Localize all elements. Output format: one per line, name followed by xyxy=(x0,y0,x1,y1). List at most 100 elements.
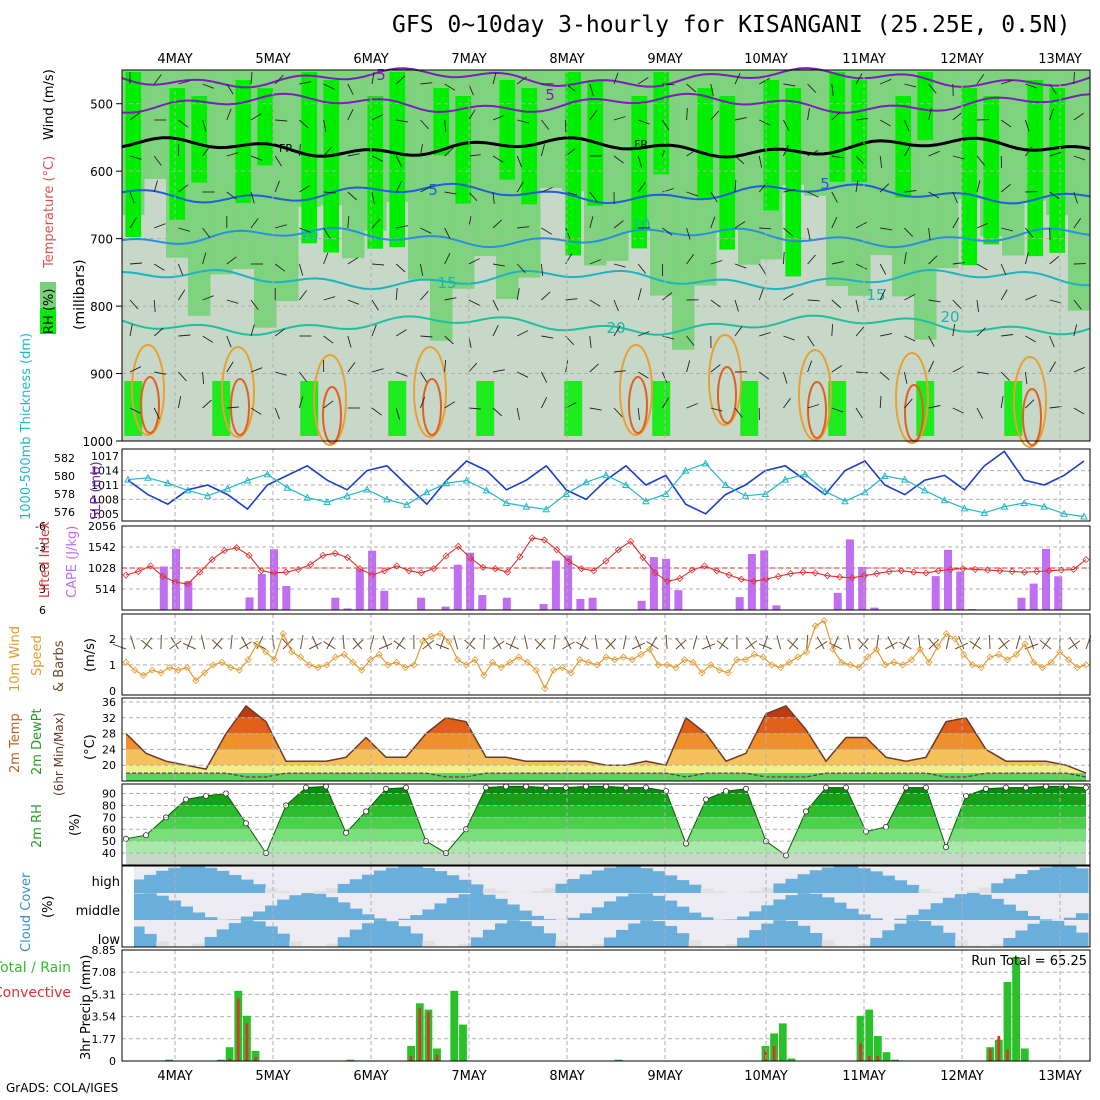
wind-barb xyxy=(613,72,619,85)
cloud-fill xyxy=(1015,930,1028,947)
lifted-index-point xyxy=(208,556,216,564)
wind-speed-point xyxy=(1012,650,1020,659)
wind-speed-point xyxy=(131,666,139,674)
lifted-index-point xyxy=(971,565,979,573)
rh-point xyxy=(322,783,329,790)
wind-barb xyxy=(396,119,409,123)
wind-speed-point xyxy=(611,656,619,664)
cloud-fill xyxy=(349,929,363,947)
rh-point xyxy=(843,784,850,791)
wind-barb xyxy=(250,191,255,204)
wind-speed-point xyxy=(1021,640,1029,648)
wind-barb xyxy=(831,111,841,121)
rh-point xyxy=(983,785,990,792)
wind-barb xyxy=(129,366,141,373)
precip-total-bar xyxy=(251,1051,260,1061)
wind-barb xyxy=(879,183,890,193)
temperature-contour xyxy=(121,92,1091,114)
lifted-index-point xyxy=(220,546,229,555)
wind-barb xyxy=(226,108,232,121)
thickness-point xyxy=(661,489,670,497)
cloud-fill xyxy=(1075,913,1089,920)
cape-bar xyxy=(772,605,781,610)
cape-bar xyxy=(159,566,168,610)
lifted-index-point xyxy=(737,575,745,583)
cloud-fill xyxy=(410,915,423,920)
precip-tick-label: 0 xyxy=(109,1055,116,1068)
cloud-fill xyxy=(676,906,690,920)
cloud-fill xyxy=(204,937,218,947)
lifted-index-point xyxy=(1020,568,1029,576)
wind-speed-point xyxy=(349,658,357,666)
wind-barb xyxy=(928,191,940,199)
cloud-fill xyxy=(688,940,702,947)
wind-barb xyxy=(177,396,182,409)
wind-barb xyxy=(1025,335,1037,343)
lifted-index-point xyxy=(688,566,696,574)
contour-label: 10 xyxy=(631,216,650,234)
wind-barb xyxy=(1073,324,1078,337)
wind-speed-point xyxy=(392,658,401,666)
cloud-fill xyxy=(192,943,206,947)
rh-band-moist xyxy=(763,80,780,211)
warm-contour xyxy=(1013,356,1047,448)
cape-bar xyxy=(257,573,266,610)
wind-barb xyxy=(299,81,312,85)
cloud-fill xyxy=(761,887,774,893)
wind-speed-point xyxy=(890,658,898,666)
rh-point xyxy=(142,832,149,839)
warm-contour-inner xyxy=(807,381,827,439)
wind-barb xyxy=(226,335,232,348)
wind-barb xyxy=(613,325,621,337)
wind-barb xyxy=(831,155,844,159)
wind-barb xyxy=(637,155,643,168)
cloud-fill xyxy=(1039,867,1053,893)
wind-barb xyxy=(783,335,795,341)
lifted-index-point xyxy=(491,565,499,573)
rh-band xyxy=(126,817,1086,830)
wind-barb-10m xyxy=(885,641,898,650)
rh-point xyxy=(382,785,389,792)
rh-band-moist xyxy=(125,72,142,237)
pressure-tick-label: 900 xyxy=(90,368,113,382)
wind-barb xyxy=(710,364,721,373)
wind-barb xyxy=(250,324,255,337)
cape-bar xyxy=(588,597,597,610)
rh-band xyxy=(126,853,1086,865)
cloud-fill xyxy=(410,933,423,947)
thickness-point xyxy=(402,500,411,508)
wind-speed-point xyxy=(584,658,593,666)
wind-speed-point xyxy=(419,637,427,646)
wind-speed-point xyxy=(122,658,130,666)
wind-barb xyxy=(347,83,354,95)
wind-speed-point xyxy=(192,677,200,685)
wind-barb xyxy=(468,83,474,96)
wind-barb xyxy=(444,227,451,239)
wind-barb-10m xyxy=(553,635,556,650)
wind-barb xyxy=(662,119,670,131)
wind-speed-point xyxy=(410,661,418,669)
wind-barb xyxy=(371,263,385,266)
wind-speed-point xyxy=(183,663,191,672)
precip-convective-bar xyxy=(435,1054,439,1061)
wind-barb xyxy=(516,330,529,337)
wind-barb xyxy=(1024,119,1030,132)
lifted-index-point xyxy=(319,551,327,559)
wind-barb xyxy=(516,155,523,168)
rh-point xyxy=(583,783,590,790)
wind-barb xyxy=(154,223,166,229)
cloud-fill xyxy=(749,890,762,893)
cloud-fill xyxy=(422,868,435,893)
precip-total-bar xyxy=(217,1059,225,1061)
wind-speed-point xyxy=(1003,656,1012,664)
wind-speed-point xyxy=(803,648,811,656)
wind-barb xyxy=(976,327,986,337)
wind-barb xyxy=(468,258,480,265)
thickness-point xyxy=(363,485,371,493)
thickness-point xyxy=(861,488,869,496)
cloud-fill xyxy=(809,933,823,947)
wind-speed-point xyxy=(960,650,968,659)
wind-barb xyxy=(323,191,336,194)
temp-unit-label: (°C) xyxy=(83,734,98,760)
cape-bar xyxy=(649,557,658,610)
